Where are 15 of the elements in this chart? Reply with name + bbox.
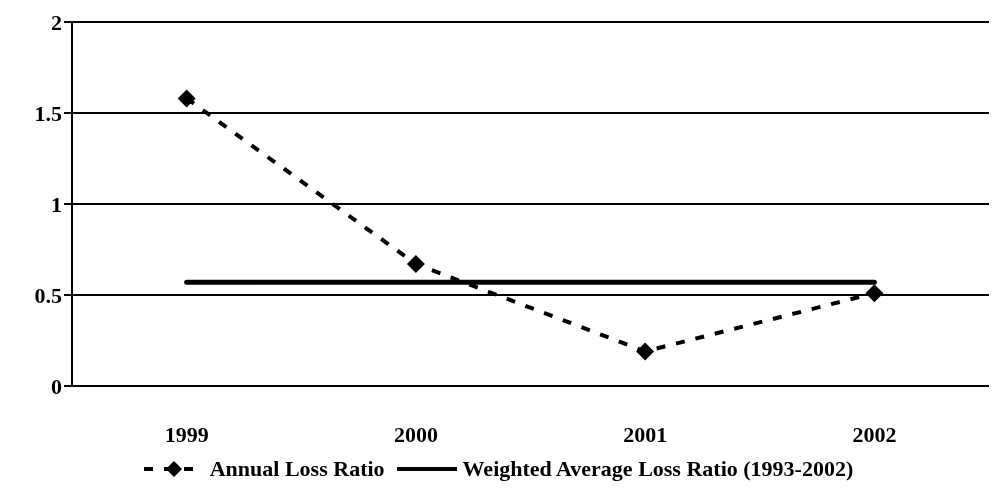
legend-label: Annual Loss Ratio xyxy=(209,456,385,482)
point xyxy=(865,284,884,303)
x-tick-label: 2000 xyxy=(393,421,438,447)
point xyxy=(406,255,425,274)
y-tick-label: 0.5 xyxy=(34,282,62,308)
x-tick-label: 1999 xyxy=(164,421,209,447)
y-tick-label: 2 xyxy=(51,9,62,35)
legend-label: Weighted Average Loss Ratio (1993-2002) xyxy=(462,456,854,482)
x-tick-label: 2001 xyxy=(623,421,668,447)
x-tick-label: 2002 xyxy=(852,421,897,447)
y-tick-label: 1.5 xyxy=(34,100,62,126)
y-tick-label: 1 xyxy=(51,191,62,217)
point xyxy=(177,89,196,108)
y-tick-label: 0 xyxy=(51,373,62,399)
point xyxy=(636,342,655,361)
